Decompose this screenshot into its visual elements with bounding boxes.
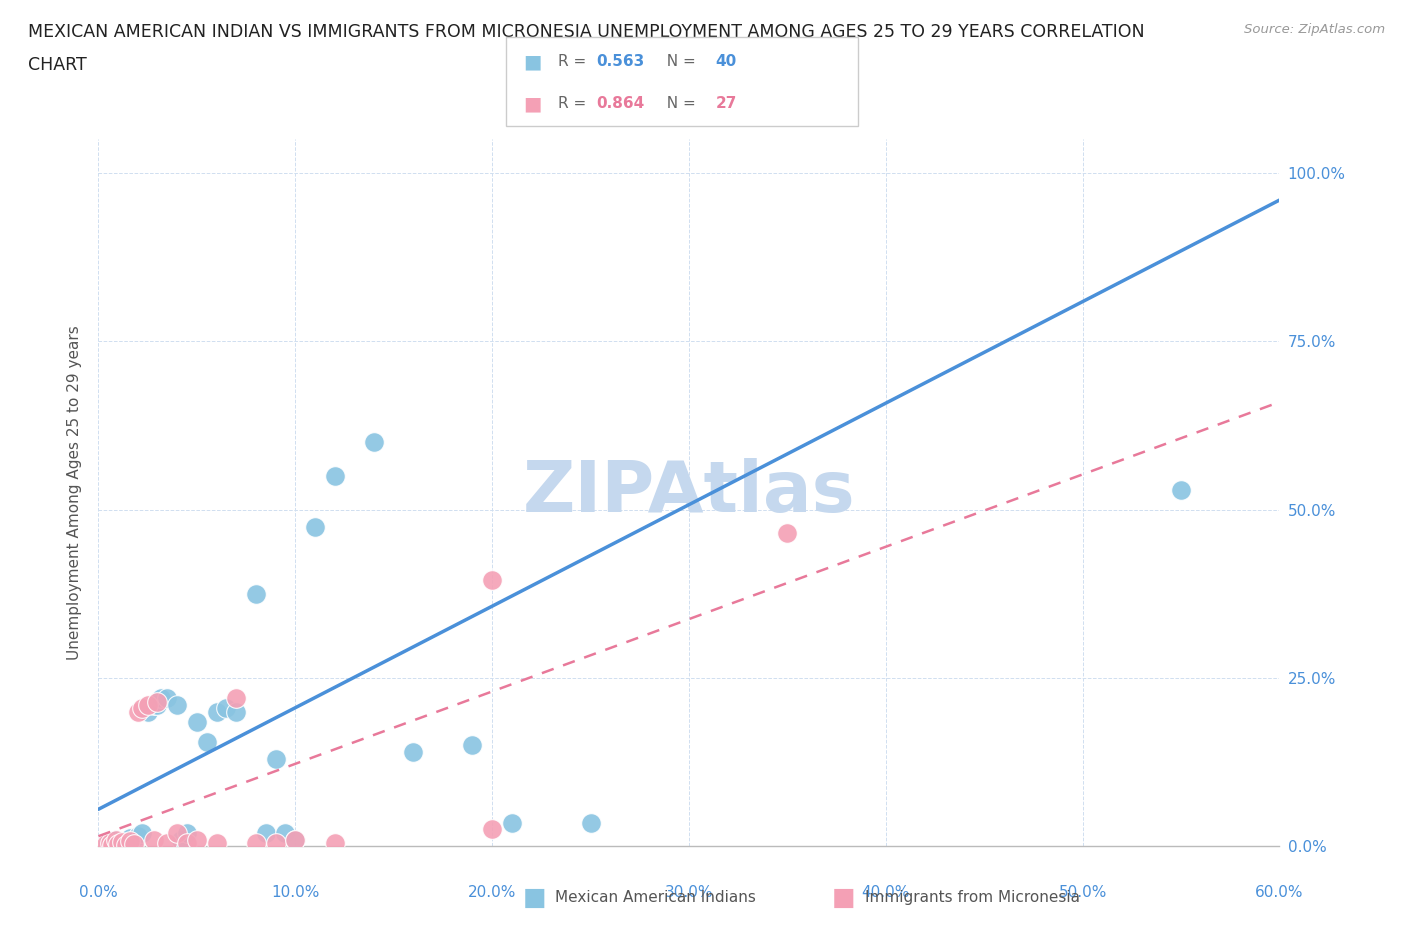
Text: MEXICAN AMERICAN INDIAN VS IMMIGRANTS FROM MICRONESIA UNEMPLOYMENT AMONG AGES 25: MEXICAN AMERICAN INDIAN VS IMMIGRANTS FR…: [28, 23, 1144, 41]
Point: [264, 835, 287, 850]
Point: [103, 837, 125, 852]
Text: 0.864: 0.864: [596, 96, 644, 111]
Point: [111, 835, 134, 850]
Point: [101, 833, 124, 848]
Point: [579, 816, 602, 830]
Point: [121, 837, 143, 852]
Text: 20.0%: 20.0%: [468, 885, 516, 900]
Text: N =: N =: [657, 55, 700, 70]
Point: [501, 816, 523, 830]
Point: [481, 573, 503, 588]
Text: R =: R =: [558, 96, 592, 111]
Point: [304, 519, 326, 534]
Point: [323, 469, 346, 484]
Point: [136, 698, 159, 712]
Point: [323, 835, 346, 850]
Text: Mexican American Indians: Mexican American Indians: [555, 890, 756, 905]
Point: [107, 836, 129, 851]
Point: [225, 704, 247, 719]
Point: [166, 698, 188, 712]
Point: [105, 832, 128, 847]
Point: [156, 691, 179, 706]
Point: [118, 833, 141, 848]
Point: [274, 826, 297, 841]
Point: [122, 833, 145, 848]
Point: [215, 701, 238, 716]
Text: ■: ■: [523, 52, 541, 72]
Point: [205, 704, 228, 719]
Point: [195, 735, 218, 750]
Point: [146, 694, 169, 709]
Point: [101, 838, 124, 853]
Point: [98, 835, 121, 850]
Point: [186, 832, 208, 847]
Point: [107, 837, 129, 852]
Point: [115, 838, 138, 853]
Point: [1170, 482, 1192, 497]
Text: Immigrants from Micronesia: Immigrants from Micronesia: [865, 890, 1080, 905]
Point: [108, 835, 131, 850]
Point: [118, 830, 141, 845]
Text: 60.0%: 60.0%: [1256, 885, 1303, 900]
Text: ZIPAtlas: ZIPAtlas: [523, 458, 855, 527]
Text: 10.0%: 10.0%: [271, 885, 319, 900]
Point: [176, 835, 198, 850]
Point: [131, 826, 153, 841]
Point: [481, 822, 503, 837]
Point: [117, 835, 139, 850]
Point: [776, 525, 799, 540]
Text: 0.563: 0.563: [596, 55, 644, 70]
Text: CHART: CHART: [28, 56, 87, 73]
Point: [131, 701, 153, 716]
Point: [156, 835, 179, 850]
Point: [363, 435, 385, 450]
Point: [205, 835, 228, 850]
Text: 30.0%: 30.0%: [665, 885, 713, 900]
Text: ■: ■: [832, 885, 855, 910]
Point: [142, 698, 165, 712]
Point: [127, 829, 149, 844]
Point: [186, 714, 208, 729]
Point: [105, 832, 128, 847]
Point: [245, 835, 267, 850]
Text: N =: N =: [657, 96, 700, 111]
Point: [127, 704, 149, 719]
Text: Source: ZipAtlas.com: Source: ZipAtlas.com: [1244, 23, 1385, 36]
Point: [150, 691, 173, 706]
Text: 0.0%: 0.0%: [79, 885, 118, 900]
Text: 40: 40: [716, 55, 737, 70]
Point: [254, 826, 277, 841]
Point: [112, 834, 135, 849]
Point: [402, 745, 425, 760]
Point: [122, 836, 145, 851]
Point: [146, 698, 169, 712]
Point: [111, 838, 134, 853]
Point: [176, 826, 198, 841]
Point: [245, 587, 267, 602]
Point: [97, 835, 120, 850]
Text: ■: ■: [523, 94, 541, 113]
Point: [225, 691, 247, 706]
Point: [264, 751, 287, 766]
Text: 27: 27: [716, 96, 737, 111]
Point: [136, 704, 159, 719]
Point: [284, 832, 307, 847]
Text: ■: ■: [523, 885, 546, 910]
Point: [96, 837, 118, 852]
Text: 50.0%: 50.0%: [1059, 885, 1107, 900]
Point: [284, 832, 307, 847]
Point: [142, 832, 165, 847]
Point: [170, 832, 193, 847]
Point: [166, 826, 188, 841]
Y-axis label: Unemployment Among Ages 25 to 29 years: Unemployment Among Ages 25 to 29 years: [67, 326, 83, 660]
Text: R =: R =: [558, 55, 592, 70]
Point: [461, 737, 484, 752]
Text: 40.0%: 40.0%: [862, 885, 910, 900]
